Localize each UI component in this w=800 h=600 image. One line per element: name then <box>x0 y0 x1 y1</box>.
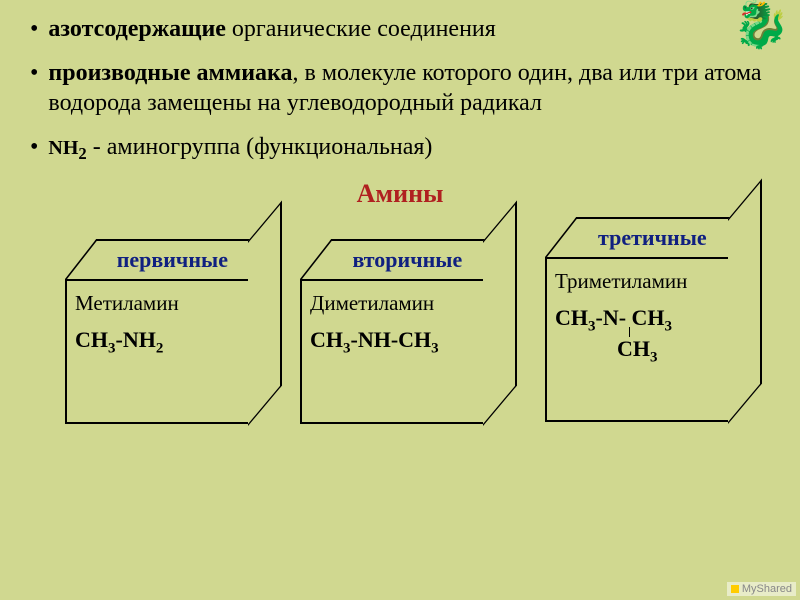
section-heading: Амины <box>0 179 800 209</box>
watermark: MyShared <box>727 582 796 596</box>
cube-label: третичные <box>562 225 743 251</box>
bullet-bold: азотсодержащие <box>48 16 226 42</box>
watermark-icon <box>731 585 739 593</box>
bullet-item: • NH2 - аминогруппа (функциональная) <box>30 132 770 165</box>
formula: CH3-NH2 <box>75 328 240 357</box>
cube-label: первичные <box>82 247 263 273</box>
bullet-dot: • <box>30 58 38 118</box>
formula-branch: CH3 <box>617 337 720 366</box>
formula-bond <box>629 327 630 337</box>
cube-front: Триметиламин CH3-N- CH3 CH3 <box>545 257 730 422</box>
formula: CH3-N- CH3 CH3 <box>555 306 720 366</box>
cube-side <box>728 178 762 424</box>
formula: CH3-NH-CH3 <box>310 328 475 357</box>
bullet-text: азотсодержащие органические соединения <box>48 14 495 44</box>
bullet-text: NH2 - аминогруппа (функциональная) <box>48 132 432 165</box>
cube-tertiary: третичные Триметиламин CH3-N- CH3 CH3 <box>545 217 730 422</box>
bullet-rest: органические соединения <box>226 16 496 42</box>
compound-name: Триметиламин <box>555 269 720 294</box>
bullet-bold: NH2 <box>48 137 86 159</box>
cube-front: Метиламин CH3-NH2 <box>65 279 250 424</box>
bullet-dot: • <box>30 14 38 44</box>
watermark-text: MyShared <box>742 583 792 595</box>
compound-name: Диметиламин <box>310 291 475 316</box>
dragon-decoration: 🐉 <box>733 2 790 48</box>
cube-primary: первичные Метиламин CH3-NH2 <box>65 239 250 424</box>
bullet-bold: производные аммиака <box>48 60 292 86</box>
bullet-text: производные аммиака, в молекуле которого… <box>48 58 770 118</box>
cubes-container: первичные Метиламин CH3-NH2 вторичные Ди… <box>0 209 800 509</box>
cube-label: вторичные <box>317 247 498 273</box>
cube-secondary: вторичные Диметиламин CH3-NH-CH3 <box>300 239 485 424</box>
cube-front: Диметиламин CH3-NH-CH3 <box>300 279 485 424</box>
bullet-dot: • <box>30 132 38 165</box>
compound-name: Метиламин <box>75 291 240 316</box>
bullet-item: • производные аммиака, в молекуле которо… <box>30 58 770 118</box>
bullet-rest: - аминогруппа (функциональная) <box>87 134 433 160</box>
bullet-list: • азотсодержащие органические соединения… <box>0 0 800 165</box>
cube-side <box>248 200 282 426</box>
formula-main: CH3-N- CH3 <box>555 305 672 330</box>
bullet-item: • азотсодержащие органические соединения <box>30 14 770 44</box>
cube-side <box>483 200 517 426</box>
